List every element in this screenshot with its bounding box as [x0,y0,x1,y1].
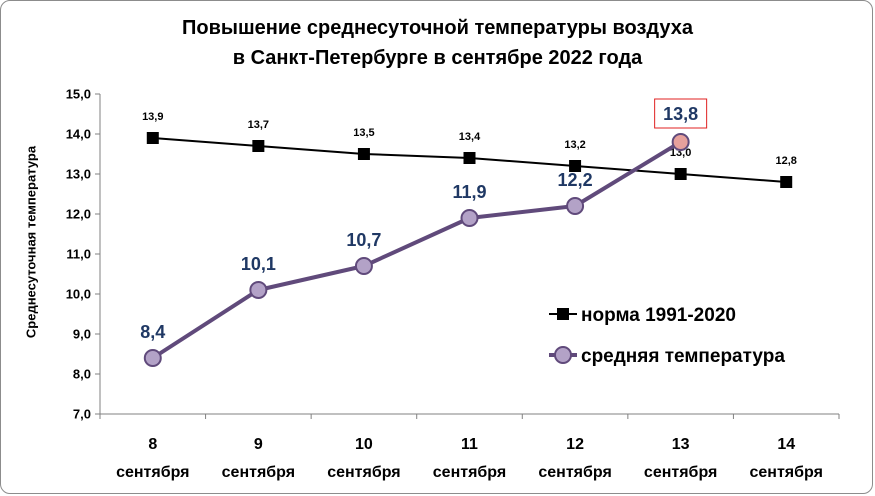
y-tick-label: 10,0 [66,287,91,302]
x-tick-label-month: сентября [644,464,717,481]
x-tick-label-month: сентября [222,464,295,481]
x-tick-label-month: сентября [116,464,189,481]
average-series-point [671,133,690,151]
average-data-label: 11,9 [452,182,486,202]
average-series-line [151,140,682,360]
x-tick-label-day: 12 [566,436,584,453]
average-data-label: 10,1 [241,254,276,274]
average-series-point [249,281,268,299]
x-tick-label-day: 9 [254,436,263,453]
norm-data-label: 13,7 [248,119,269,131]
x-tick-label-month: сентября [327,464,400,481]
y-tick-label: 11,0 [66,247,91,262]
highlight-label-box [654,98,708,129]
norm-data-label: 13,5 [353,127,374,139]
y-tick-label: 13,0 [66,167,91,182]
average-data-label: 8,4 [140,322,165,342]
average-data-label: 10,7 [346,230,381,250]
y-tick-label: 12,0 [66,207,91,222]
norm-series-point [463,152,476,164]
y-tick-label: 7,0 [73,407,91,422]
norm-data-label: 12,8 [776,155,797,167]
norm-data-label: 13,9 [142,111,163,123]
norm-series-point [252,140,265,152]
norm-series-point [146,132,159,144]
x-tick-label-day: 10 [355,436,373,453]
norm-series-point [569,160,582,172]
x-tick-label-day: 14 [777,436,795,453]
chart-title: Повышение среднесуточной температуры воз… [1,13,872,73]
x-tick-label-month: сентября [750,464,823,481]
norm-series-point [674,168,687,180]
average-series-point [354,257,373,275]
norm-data-label: 13,0 [670,147,691,159]
average-data-label: 13,8 [663,104,698,124]
x-tick-label-month: сентября [538,464,611,481]
chart-title-line-1: Повышение среднесуточной температуры воз… [182,17,693,39]
x-tick-label-day: 8 [148,436,157,453]
chart-title-line-2: в Санкт-Петербурге в сентябре 2022 года [232,47,643,69]
norm-data-label: 13,4 [459,131,481,143]
x-tick-label-month: сентября [433,464,506,481]
x-tick-label-day: 13 [672,436,690,453]
legend-average-label: средняя температура [581,346,785,367]
average-series-point [460,209,479,227]
y-tick-label: 8,0 [73,367,91,382]
norm-series-point [780,176,793,188]
norm-series-point [357,148,370,160]
legend-norm-marker [557,308,569,320]
average-series-point [143,349,162,367]
norm-data-label: 13,2 [564,139,585,151]
legend-average-marker [554,346,572,364]
x-tick-label-day: 11 [461,436,478,453]
average-series-point [566,197,585,215]
y-tick-label: 14,0 [66,127,91,142]
y-tick-label: 15,0 [66,87,91,102]
y-tick-label: 9,0 [73,327,91,342]
legend-norm-label: норма 1991-2020 [581,305,736,326]
average-data-label: 12,2 [558,170,593,190]
